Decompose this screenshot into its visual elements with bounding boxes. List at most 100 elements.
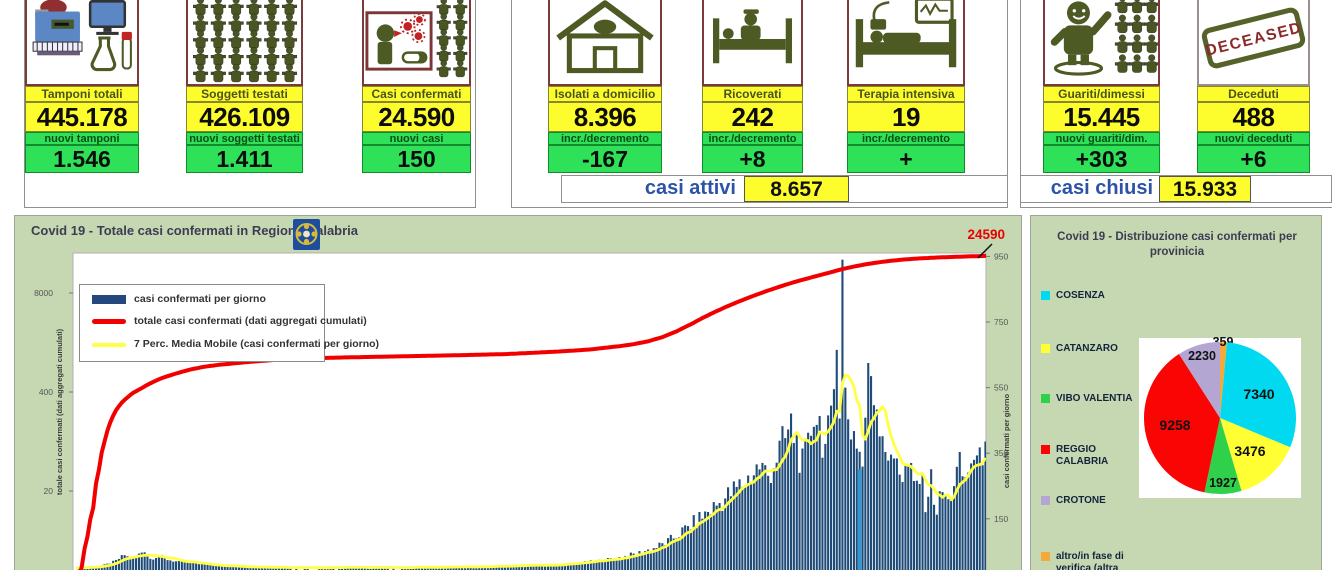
stat-card-tamponi: Tamponi totali 445.178 nuovi tamponi 1.5… bbox=[25, 0, 139, 173]
card-value: 15.445 bbox=[1043, 102, 1160, 132]
calabria-region-logo bbox=[293, 219, 320, 255]
chart-legend: casi confermati per giorno totale casi c… bbox=[79, 284, 379, 362]
pie-legend-item-altro: altro/in fase di verifica (altra bbox=[1041, 551, 1143, 570]
card-sub-value: +6 bbox=[1197, 145, 1310, 173]
pie-legend-swatch bbox=[1041, 394, 1050, 403]
card-value: 8.396 bbox=[548, 102, 662, 132]
pie-legend: COSENZA CATANZARO VIBO VALENTIA REGGIO CALA… bbox=[1041, 280, 1151, 570]
casi-chiusi-label: casi chiusi bbox=[1050, 177, 1153, 199]
pie-legend-swatch bbox=[1041, 344, 1050, 353]
stat-card-deceduti: DECEASED Deceduti 488 nuovi deceduti +6 bbox=[1197, 0, 1310, 173]
stat-card-isolati: Isolati a domicilio 8.396 incr./decremen… bbox=[548, 0, 662, 173]
pie-slice-reggio-calabria bbox=[1143, 354, 1220, 493]
pie-legend-label: CATANZARO bbox=[1056, 343, 1118, 354]
pie-legend-label: altro/in fase di verifica (altra bbox=[1056, 551, 1124, 570]
pie-legend-swatch bbox=[1041, 291, 1050, 300]
lab-analyzer-icon bbox=[25, 0, 139, 86]
pie-legend-item-catanzaro: CATANZARO bbox=[1041, 343, 1143, 355]
pie-legend-item-vibo-valentia: VIBO VALENTIA bbox=[1041, 393, 1143, 405]
card-title: Isolati a domicilio bbox=[548, 86, 662, 102]
card-value: 445.178 bbox=[25, 102, 139, 132]
hospital-bed-icon bbox=[702, 0, 803, 86]
svg-text:8000: 8000 bbox=[34, 288, 53, 298]
card-sub-value: +303 bbox=[1043, 145, 1160, 173]
stat-card-guariti: Guariti/dimessi 15.445 nuovi guariti/dim… bbox=[1043, 0, 1160, 173]
card-sub-label: incr./decremento bbox=[548, 132, 662, 145]
legend-label-ma: 7 Perc. Media Mobile (casi confermati pe… bbox=[134, 338, 380, 350]
card-title: Casi confermati bbox=[362, 86, 471, 102]
svg-text:150: 150 bbox=[994, 514, 1008, 524]
legend-label-cumulative: totale casi confermati (dati aggregati c… bbox=[134, 315, 367, 327]
card-value: 24.590 bbox=[362, 102, 471, 132]
card-title: Ricoverati bbox=[702, 86, 803, 102]
cumulative-line-swatch bbox=[92, 319, 126, 324]
pie-chart-panel: Covid 19 - Distribuzione casi confermati… bbox=[1030, 215, 1322, 570]
card-title: Terapia intensiva bbox=[847, 86, 965, 102]
pie-legend-label: REGGIO CALABRIA bbox=[1056, 444, 1109, 467]
cumulative-cases-line bbox=[78, 253, 986, 570]
pie-slice-cosenza bbox=[1220, 342, 1296, 448]
pie-value-label: 3476 bbox=[1234, 443, 1265, 459]
deceased-stamp-icon: DECEASED bbox=[1197, 0, 1310, 86]
card-value: 19 bbox=[847, 102, 965, 132]
pie-value-label: 7340 bbox=[1243, 386, 1274, 402]
svg-text:400: 400 bbox=[39, 387, 53, 397]
daily-cases-bars bbox=[77, 259, 986, 570]
stat-card-casi-confermati: Casi confermati 24.590 nuovi casi 150 bbox=[362, 0, 471, 173]
card-title: Tamponi totali bbox=[25, 86, 139, 102]
stat-card-ricoverati: Ricoverati 242 incr./decremento +8 bbox=[702, 0, 803, 173]
card-sub-label: nuovi deceduti bbox=[1197, 132, 1310, 145]
legend-label-daily: casi confermati per giorno bbox=[134, 293, 266, 305]
card-title: Deceduti bbox=[1197, 86, 1310, 102]
house-icon bbox=[548, 0, 662, 86]
card-sub-label: nuovi tamponi bbox=[25, 132, 139, 145]
pie-legend-label: VIBO VALENTIA bbox=[1056, 393, 1133, 404]
stats-group-closed bbox=[1020, 0, 1332, 208]
pie-legend-swatch bbox=[1041, 552, 1050, 561]
svg-text:950: 950 bbox=[994, 251, 1008, 261]
card-value: 426.109 bbox=[186, 102, 303, 132]
pie-legend-item-crotone: CROTONE bbox=[1041, 495, 1143, 507]
card-value: 242 bbox=[702, 102, 803, 132]
casi-attivi-row: casi attivi 8.657 bbox=[561, 175, 1008, 203]
card-sub-value: + bbox=[847, 145, 965, 173]
pie-legend-item-cosenza: COSENZA bbox=[1041, 290, 1143, 302]
moving-average-line bbox=[75, 373, 986, 570]
card-sub-value: 1.546 bbox=[25, 145, 139, 173]
card-sub-label: incr./decremento bbox=[847, 132, 965, 145]
card-sub-value: 150 bbox=[362, 145, 471, 173]
svg-text:350: 350 bbox=[994, 448, 1008, 458]
svg-text:totale casi confermati (dati a: totale casi confermati (dati aggregati c… bbox=[55, 328, 64, 495]
pie-slice-crotone bbox=[1179, 342, 1220, 418]
icu-bed-icon bbox=[847, 0, 965, 86]
casi-attivi-value: 8.657 bbox=[744, 176, 849, 202]
stat-card-soggetti: Soggetti testati 426.109 nuovi soggetti … bbox=[186, 0, 303, 173]
svg-text:750: 750 bbox=[994, 317, 1008, 327]
card-sub-label: nuovi casi bbox=[362, 132, 471, 145]
cumulative-total-annotation: 24590 bbox=[967, 227, 1005, 242]
pie-legend-swatch bbox=[1041, 445, 1050, 454]
highlight-day-marker bbox=[858, 469, 862, 570]
stats-group-tests bbox=[24, 0, 476, 208]
pie-legend-label: COSENZA bbox=[1056, 290, 1105, 301]
casi-chiusi-row: casi chiusi 15.933 bbox=[1020, 175, 1332, 203]
daily-bars-swatch bbox=[92, 295, 126, 304]
casi-chiusi-value: 15.933 bbox=[1159, 176, 1251, 202]
pie-legend-swatch bbox=[1041, 496, 1050, 505]
pie-slice-altro bbox=[1220, 341, 1227, 418]
stat-card-terapia-intensiva: Terapia intensiva 19 incr./decremento + bbox=[847, 0, 965, 173]
pie-chart-title: Covid 19 - Distribuzione casi confermati… bbox=[1057, 231, 1297, 258]
card-sub-label: nuovi soggetti testati bbox=[186, 132, 303, 145]
tested-people-crowd-icon bbox=[186, 0, 303, 86]
pie-value-label: 2230 bbox=[1188, 349, 1216, 363]
svg-text:20: 20 bbox=[44, 486, 54, 496]
pie-slice-vibo-valentia bbox=[1204, 418, 1242, 495]
svg-text:casi confermati per giorno: casi confermati per giorno bbox=[1002, 393, 1011, 488]
svg-text:550: 550 bbox=[994, 383, 1008, 393]
pie-slice-catanzaro bbox=[1220, 418, 1291, 491]
pie-value-label: 1927 bbox=[1209, 476, 1237, 490]
casi-attivi-label: casi attivi bbox=[644, 177, 736, 199]
